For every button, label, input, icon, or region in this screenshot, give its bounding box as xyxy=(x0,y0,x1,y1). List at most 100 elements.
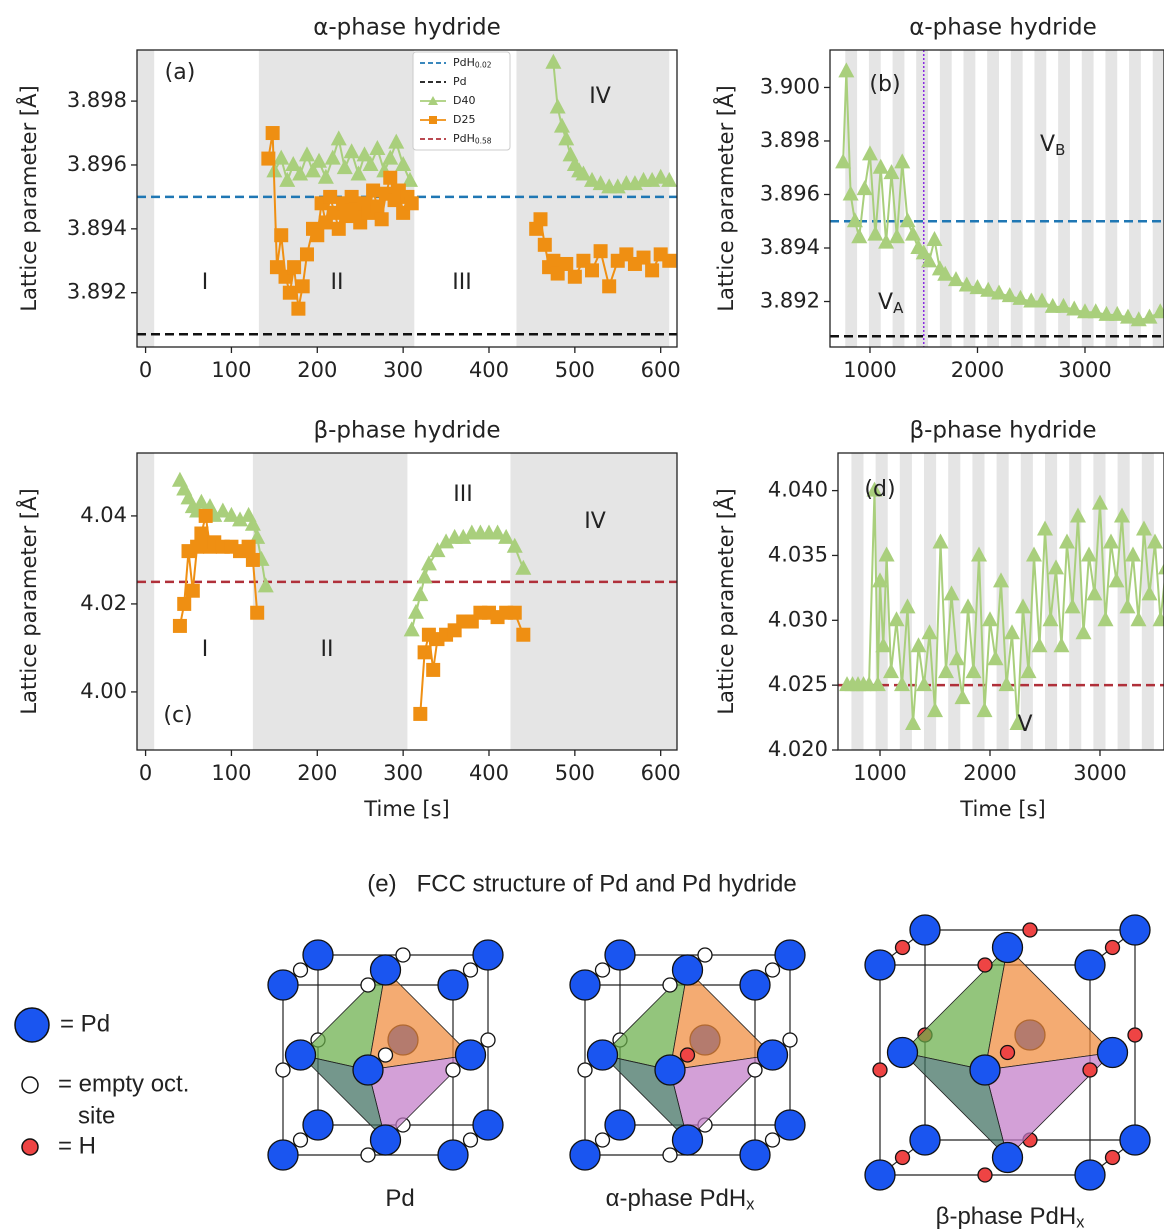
atom xyxy=(1074,1159,1106,1191)
atom xyxy=(292,962,309,978)
atom xyxy=(872,1062,888,1078)
panel-label: (d) xyxy=(864,477,895,502)
marker-triangle xyxy=(835,153,852,169)
marker-square xyxy=(190,539,205,554)
x-tick-label: 100 xyxy=(211,761,251,785)
marker-square xyxy=(261,151,276,166)
marker-triangle xyxy=(899,212,916,228)
marker-triangle xyxy=(1130,611,1147,627)
marker-square xyxy=(287,260,302,275)
x-tick-label: 200 xyxy=(297,761,337,785)
plot-area xyxy=(137,50,677,347)
marker-triangle xyxy=(866,481,883,497)
marker-triangle xyxy=(652,168,669,184)
atom xyxy=(894,1149,911,1166)
marker-square xyxy=(250,605,265,620)
legend-label: PdH0.58 xyxy=(453,132,492,146)
atom xyxy=(977,957,993,973)
shaded-region xyxy=(1034,50,1047,347)
marker-triangle xyxy=(382,149,399,165)
legend-empty: site xyxy=(78,1102,115,1129)
atom xyxy=(1119,1124,1151,1156)
marker-triangle xyxy=(362,155,379,171)
y-axis-label: Lattice parameter [Å] xyxy=(15,85,41,311)
legend-label-sub: 0.58 xyxy=(475,137,492,146)
marker-triangle xyxy=(1087,303,1104,319)
atom xyxy=(302,939,334,971)
marker-triangle xyxy=(998,676,1015,692)
marker-triangle xyxy=(958,276,975,292)
atom xyxy=(472,1109,504,1141)
marker-square xyxy=(507,605,522,620)
shaded-region xyxy=(972,453,985,750)
y-tick-label: 4.030 xyxy=(768,607,828,631)
y-tick-label: 3.892 xyxy=(67,280,127,304)
marker-triangle xyxy=(982,611,999,627)
marker-triangle xyxy=(1058,533,1075,549)
region-label-main: V xyxy=(1040,132,1055,157)
marker-triangle xyxy=(553,117,570,133)
marker-triangle xyxy=(1014,598,1031,614)
structure-caption-main: β-phase PdH xyxy=(936,1203,1077,1230)
atom xyxy=(864,949,896,981)
marker-triangle xyxy=(575,165,592,181)
marker-triangle xyxy=(223,506,240,522)
marker-square xyxy=(299,247,314,262)
marker-square xyxy=(370,199,385,214)
atom xyxy=(454,1039,487,1071)
marker-triangle xyxy=(993,572,1009,588)
region-label: IV xyxy=(589,84,611,109)
x-tick-label: 500 xyxy=(555,761,595,785)
marker-triangle xyxy=(549,98,566,114)
marker-triangle xyxy=(878,233,895,249)
region-label-sub: B xyxy=(1055,141,1065,159)
shaded-region xyxy=(939,50,952,347)
marker-triangle xyxy=(506,537,523,553)
marker-triangle xyxy=(1031,637,1048,653)
legend-empty-icon xyxy=(21,1076,39,1094)
marker-triangle xyxy=(1012,289,1029,305)
marker-triangle xyxy=(1119,598,1136,614)
atom xyxy=(577,1062,593,1078)
marker-triangle xyxy=(947,271,964,287)
atom xyxy=(302,1109,334,1141)
marker-triangle xyxy=(1023,292,1040,308)
axes-frame xyxy=(829,49,1164,348)
y-tick-label: 3.898 xyxy=(760,128,820,152)
marker-triangle xyxy=(1033,292,1050,308)
marker-triangle xyxy=(1152,611,1164,627)
legend-h: = H xyxy=(58,1132,96,1159)
marker-triangle xyxy=(558,130,575,146)
atom xyxy=(284,1039,317,1071)
y-tick-label: 4.020 xyxy=(768,737,828,761)
atom xyxy=(886,1036,919,1069)
atom xyxy=(662,977,678,993)
plot-area xyxy=(830,50,1164,347)
structure-caption: α-phase PdHx xyxy=(606,1185,755,1214)
marker-triangle xyxy=(416,568,433,584)
marker-triangle xyxy=(1069,507,1086,523)
y-tick-label: 4.035 xyxy=(768,542,828,566)
marker-triangle xyxy=(861,145,878,161)
marker-triangle xyxy=(938,663,955,679)
marker-square xyxy=(310,228,325,243)
shaded-region xyxy=(1081,50,1094,347)
marker-square xyxy=(546,253,561,268)
marker-triangle xyxy=(1119,308,1136,324)
panel-title: β-phase hydride xyxy=(313,418,500,444)
atom xyxy=(671,1124,704,1156)
marker-triangle xyxy=(926,230,943,246)
marker-triangle xyxy=(273,149,290,165)
atom xyxy=(756,1039,789,1071)
marker-triangle xyxy=(1036,520,1053,536)
marker-triangle xyxy=(356,146,373,162)
panel-title: α-phase hydride xyxy=(313,15,501,41)
x-tick-label: 2000 xyxy=(951,358,1004,382)
y-tick-label: 4.025 xyxy=(768,672,828,696)
marker-triangle xyxy=(1098,305,1115,321)
marker-triangle xyxy=(317,168,334,184)
marker-square xyxy=(585,263,600,278)
atom xyxy=(480,1032,496,1048)
atom xyxy=(1022,922,1038,938)
legend-label-main: PdH xyxy=(453,56,475,69)
